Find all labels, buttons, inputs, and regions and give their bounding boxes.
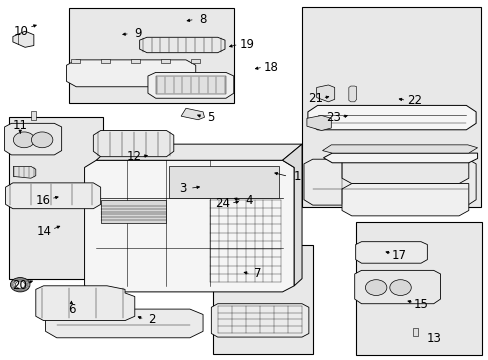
Polygon shape — [31, 111, 36, 120]
Text: 4: 4 — [245, 194, 253, 207]
Text: 13: 13 — [426, 332, 440, 345]
Text: 23: 23 — [325, 111, 340, 124]
Circle shape — [389, 280, 410, 296]
Text: 20: 20 — [12, 279, 27, 292]
Text: 8: 8 — [199, 13, 206, 26]
Polygon shape — [348, 86, 356, 102]
Polygon shape — [211, 304, 308, 337]
Polygon shape — [140, 37, 224, 53]
Polygon shape — [316, 85, 334, 102]
Circle shape — [31, 132, 53, 148]
Polygon shape — [322, 145, 477, 153]
Text: 19: 19 — [239, 38, 254, 51]
Text: 21: 21 — [307, 92, 322, 105]
Polygon shape — [13, 166, 36, 178]
Bar — [9, 117, 103, 279]
Polygon shape — [84, 160, 294, 292]
Polygon shape — [304, 159, 475, 205]
Polygon shape — [354, 270, 440, 304]
Text: 17: 17 — [391, 249, 406, 262]
Text: 11: 11 — [13, 119, 28, 132]
Text: 22: 22 — [406, 94, 421, 107]
Text: 14: 14 — [37, 225, 52, 238]
Text: 12: 12 — [126, 150, 141, 163]
Polygon shape — [341, 156, 468, 184]
Polygon shape — [96, 144, 302, 160]
Bar — [161, 59, 169, 63]
Bar — [69, 8, 233, 103]
Text: 1: 1 — [293, 170, 300, 183]
Polygon shape — [36, 286, 135, 320]
Polygon shape — [323, 153, 477, 163]
Polygon shape — [148, 72, 233, 98]
Circle shape — [15, 281, 25, 288]
Polygon shape — [282, 144, 302, 286]
Text: 24: 24 — [215, 197, 229, 210]
Polygon shape — [45, 309, 203, 338]
Polygon shape — [156, 76, 225, 94]
Text: 5: 5 — [206, 111, 214, 124]
Bar — [101, 59, 110, 63]
Circle shape — [10, 278, 30, 292]
Polygon shape — [412, 328, 417, 336]
Text: 7: 7 — [254, 267, 262, 280]
Polygon shape — [4, 123, 61, 155]
Bar — [212, 244, 312, 354]
Polygon shape — [93, 131, 173, 157]
Polygon shape — [13, 31, 34, 47]
Bar — [302, 7, 480, 207]
Polygon shape — [307, 105, 475, 130]
Polygon shape — [66, 60, 195, 87]
Polygon shape — [306, 116, 330, 131]
Text: 2: 2 — [148, 312, 155, 326]
Polygon shape — [181, 108, 204, 120]
Text: 10: 10 — [14, 25, 29, 38]
Text: 15: 15 — [413, 298, 427, 311]
Text: 6: 6 — [67, 303, 75, 316]
Polygon shape — [168, 166, 278, 198]
Bar — [71, 59, 80, 63]
Text: 18: 18 — [264, 60, 278, 73]
Circle shape — [365, 280, 386, 296]
Polygon shape — [5, 183, 101, 209]
Polygon shape — [101, 200, 166, 223]
Polygon shape — [341, 184, 468, 216]
Text: 3: 3 — [179, 182, 186, 195]
Bar — [355, 222, 482, 355]
Bar — [190, 59, 199, 63]
Polygon shape — [355, 242, 427, 263]
Text: 9: 9 — [134, 27, 142, 40]
Text: 16: 16 — [36, 194, 51, 207]
Bar — [131, 59, 140, 63]
Circle shape — [13, 132, 35, 148]
